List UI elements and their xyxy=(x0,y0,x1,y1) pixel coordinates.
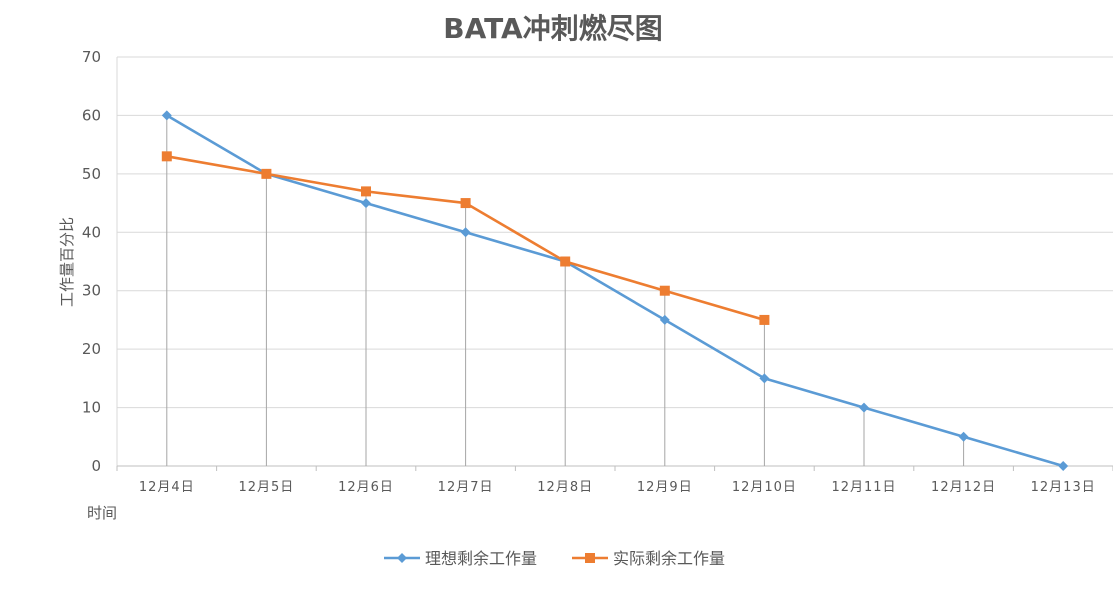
x-tick-label: 12月11日 xyxy=(831,480,896,495)
legend-label: 理想剩余工作量 xyxy=(425,549,537,568)
x-tick-label: 12月13日 xyxy=(1031,480,1096,495)
data-point-series-2 xyxy=(161,151,172,162)
legend-marker xyxy=(585,553,595,563)
y-tick-label: 10 xyxy=(82,399,101,417)
y-axis-label: 工作量百分比 xyxy=(58,217,76,307)
x-tick-label: 12月12日 xyxy=(931,480,996,495)
data-point-series-1 xyxy=(759,373,770,384)
x-tick-label: 12月9日 xyxy=(637,480,693,495)
data-point-series-2 xyxy=(560,256,571,267)
x-axis-label: 时间 xyxy=(87,504,117,522)
data-point-series-2 xyxy=(460,198,471,209)
y-tick-label: 40 xyxy=(82,223,101,241)
x-tick-label: 12月5日 xyxy=(238,480,294,495)
y-tick-label: 60 xyxy=(82,106,101,124)
chart-title: BATA冲刺燃尽图 xyxy=(443,12,662,45)
x-tick-label: 12月7日 xyxy=(438,480,494,495)
plot-area: 0 10 20 30 40 50 60 70 12月4日 12月5日 12月6日 12月7日 12月8日… xyxy=(82,48,1113,495)
legend-label: 实际剩余工作量 xyxy=(613,549,725,568)
x-tick-label: 12月10日 xyxy=(732,480,797,495)
data-point-series-1 xyxy=(361,198,371,209)
data-point-series-1 xyxy=(659,314,670,325)
x-tick-label: 12月6日 xyxy=(338,480,394,495)
x-tick-label: 12月8日 xyxy=(537,480,593,495)
data-point-series-2 xyxy=(261,168,272,179)
data-point-series-1 xyxy=(859,402,869,413)
y-tick-label: 30 xyxy=(82,282,101,300)
data-point-series-2 xyxy=(659,285,670,296)
data-point-series-1 xyxy=(161,110,172,121)
y-tick-label: 70 xyxy=(82,48,101,66)
data-point-series-2 xyxy=(759,314,770,325)
x-tick-label: 12月4日 xyxy=(139,480,195,495)
legend-marker xyxy=(397,553,407,563)
y-tick-label: 20 xyxy=(82,340,101,358)
series-line-1 xyxy=(166,114,1064,468)
data-point-series-1 xyxy=(958,431,969,442)
data-point-series-2 xyxy=(361,186,371,197)
y-tick-label: 50 xyxy=(82,165,101,183)
legend: 理想剩余工作量 实际剩余工作量 xyxy=(384,549,725,568)
data-point-series-1 xyxy=(460,227,471,238)
y-tick-label: 0 xyxy=(91,457,101,475)
data-point-series-1 xyxy=(1058,461,1069,471)
